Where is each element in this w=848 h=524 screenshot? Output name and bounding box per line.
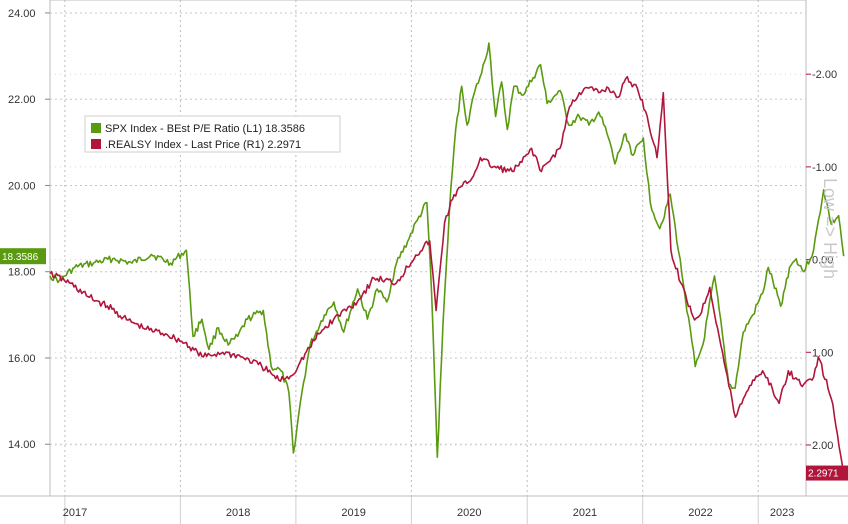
grid-layer (49, 0, 807, 497)
legend-swatch (91, 123, 101, 133)
y-tick-label-left: 18.00 (8, 267, 36, 279)
legend-box (84, 115, 341, 153)
legend-swatch (91, 139, 101, 149)
series-line-real-yield (49, 75, 845, 473)
x-tick-label: 2018 (226, 507, 250, 519)
x-tick-label: 2019 (341, 507, 365, 519)
series-line-pe-ratio (49, 42, 845, 458)
y-tick-label-left: 24.00 (8, 8, 36, 20)
x-tick-label: 2022 (688, 507, 712, 519)
side-annotation-text: Low => High (820, 178, 840, 279)
axes-layer: 2017 2018 2019 2020 2021 2022 2023 14.00 16.00 18… (0, 8, 848, 524)
y-tick-label-right: -1.00 (812, 162, 837, 174)
x-tick-label: 2021 (573, 507, 597, 519)
y-tick-label-right: -2.00 (812, 69, 837, 81)
y-tick-label-right: 0.00 (812, 255, 833, 267)
y-tick-label-left: 14.00 (8, 439, 36, 451)
y-tick-label-left: 20.00 (8, 180, 36, 192)
last-value-label-right: 2.2971 (808, 469, 839, 480)
legend: SPX Index - BEst P/E Ratio (L1) 18.3586.… (84, 115, 341, 153)
y-tick-label-right: 1.00 (812, 347, 833, 359)
x-tick-label: 2020 (457, 507, 481, 519)
legend-entry: SPX Index - BEst P/E Ratio (L1) 18.3586 (105, 123, 305, 135)
y-tick-label-left: 22.00 (8, 94, 36, 106)
y-tick-label-left: 16.00 (8, 353, 36, 365)
legend-entry: .REALSY Index - Last Price (R1) 2.2971 (105, 139, 301, 151)
x-tick-label: 2023 (770, 507, 794, 519)
y-tick-label-right: 2.00 (812, 440, 833, 452)
plot-frame (49, 0, 807, 497)
series-layer (49, 42, 845, 473)
x-tick-label: 2017 (63, 507, 87, 519)
last-value-label-left: 18.3586 (2, 252, 39, 263)
annotation-layer: Low => High (820, 178, 840, 279)
last-value-badge-left (0, 248, 46, 265)
last-value-badge-right (806, 465, 848, 481)
